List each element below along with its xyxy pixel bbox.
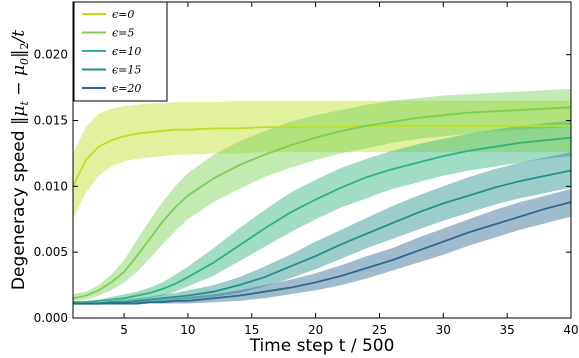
x-tick-label: 20: [308, 323, 323, 337]
x-axis-title: Time step t / 500: [249, 336, 395, 356]
line-series-0: [72, 124, 571, 187]
legend-entry: ϵ=5: [112, 27, 134, 40]
y-tick-label: 0.005: [34, 245, 68, 259]
y-axis-ticks: 0.000 0.005 0.010 0.015 0.020: [34, 48, 571, 325]
y-axis-title-sub-0: 0: [18, 58, 31, 65]
band-series-3: [73, 152, 571, 305]
x-tick-label: 10: [180, 323, 195, 337]
y-axis-title-mid: − μ: [9, 65, 29, 101]
x-tick-label: 35: [500, 323, 515, 337]
y-axis-title-norm: ‖: [9, 49, 29, 58]
line-series-4: [73, 201, 572, 305]
legend-entry: ϵ=15: [112, 64, 141, 77]
x-tick-label: 40: [563, 323, 578, 337]
legend-entry: ϵ=20: [112, 82, 141, 95]
line-series-3: [73, 169, 572, 305]
y-axis-title-sub-2: 2: [18, 42, 31, 49]
line-series-1: [72, 106, 572, 300]
y-axis-title-sub-t: t: [18, 101, 31, 106]
x-tick-label: 30: [436, 323, 451, 337]
line-series-2: [73, 136, 572, 304]
y-tick-label: 0.015: [34, 114, 68, 128]
x-tick-label: 5: [120, 323, 128, 337]
legend: ϵ=0 ϵ=5 ϵ=10 ϵ=15 ϵ=20: [73, 1, 168, 102]
x-axis-ticks: 5 10 15 20 25 30 35 40: [120, 2, 579, 337]
plot-frame: [72, 1, 572, 319]
y-axis-title: Degeneracy speed ‖μt − μ0‖2/t: [9, 30, 31, 290]
legend-entry: ϵ=0: [112, 8, 134, 21]
y-tick-label: 0.010: [34, 179, 68, 193]
band-series-0: [73, 100, 571, 220]
series-lines: [72, 106, 572, 305]
x-tick-label: 15: [244, 323, 259, 337]
y-tick-label: 0.000: [34, 311, 68, 325]
y-axis-title-end: /t: [9, 30, 29, 45]
y-axis-title-prefix: Degeneracy speed: [9, 125, 29, 290]
x-tick-label: 25: [372, 323, 387, 337]
y-axis-title-math: ‖μ: [9, 106, 29, 126]
band-series-2: [73, 120, 571, 304]
legend-entry: ϵ=10: [112, 45, 141, 58]
y-tick-label: 0.020: [34, 48, 68, 62]
